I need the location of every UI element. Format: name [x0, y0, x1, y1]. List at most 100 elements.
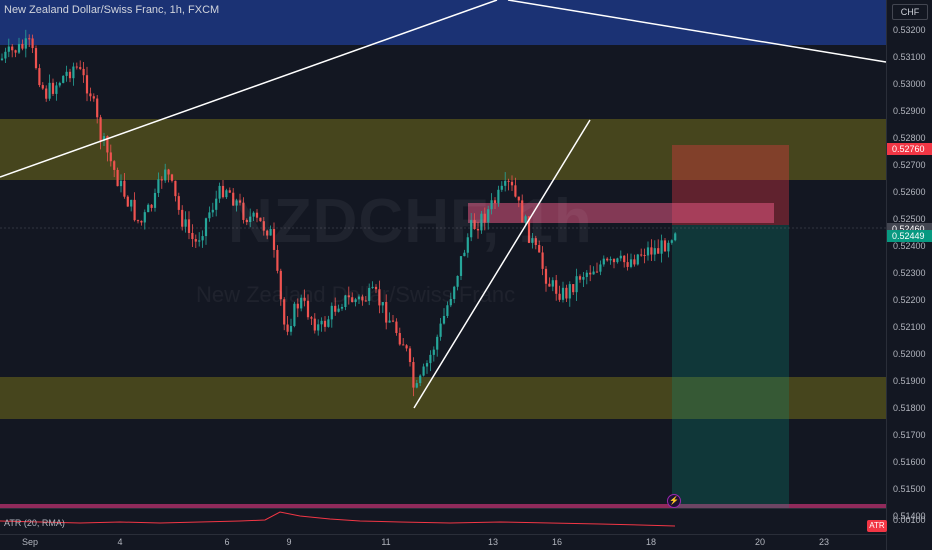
candle-body — [133, 199, 136, 221]
candle-body — [17, 43, 21, 53]
chart-area[interactable]: New Zealand Dollar/Swiss Franc, 1h, FXCM… — [0, 0, 886, 508]
candle-body — [368, 287, 371, 301]
candle-body — [561, 287, 565, 300]
candle-body — [531, 238, 534, 243]
lightning-icon[interactable]: ⚡ — [667, 494, 681, 508]
candle-body — [191, 232, 194, 240]
currency-selector[interactable]: CHF — [892, 4, 928, 20]
candle-body — [432, 349, 435, 355]
candle-body — [534, 238, 537, 246]
candle-body — [150, 204, 153, 208]
candle-body — [374, 286, 378, 290]
price-tick: 0.52600 — [893, 187, 926, 197]
candle-body — [116, 169, 119, 187]
candle-body — [320, 320, 323, 325]
price-tick: 0.51400 — [893, 511, 926, 521]
candle-body — [296, 303, 299, 309]
candle-body — [504, 180, 507, 186]
candle-body — [510, 181, 514, 186]
candle-body — [181, 209, 184, 227]
candle-body — [147, 204, 150, 213]
candle-body — [218, 185, 221, 199]
entry-zone — [468, 203, 774, 223]
candle-body — [385, 302, 388, 323]
candle-body — [629, 259, 633, 267]
candle-body — [204, 218, 208, 237]
candle-body — [167, 169, 170, 175]
time-axis[interactable]: Sep 4 6 9 11 13 16 18 20 23 — [0, 534, 886, 550]
candle-body — [419, 375, 422, 384]
candle-body — [24, 38, 27, 49]
candle-body — [517, 196, 520, 201]
candle-body — [170, 174, 174, 181]
candle-body — [184, 219, 187, 227]
candle-body — [283, 299, 286, 325]
candle-body — [402, 344, 405, 346]
candle-body — [38, 68, 41, 86]
candle-body — [300, 297, 303, 309]
candle-body — [459, 256, 463, 276]
trendline-up — [0, 0, 498, 178]
candle-body — [344, 295, 347, 307]
time-tick: 13 — [487, 537, 499, 547]
take-profit-zone — [672, 225, 789, 508]
candle-body — [276, 249, 279, 271]
candle-body — [0, 58, 4, 60]
candle-body — [106, 136, 109, 153]
price-chart[interactable] — [0, 0, 886, 508]
price-axis[interactable]: CHF 0.53200 0.53100 0.53000 0.52900 0.52800 0… — [886, 0, 932, 550]
candle-body — [456, 275, 459, 287]
candle-body — [497, 189, 500, 204]
candle-body — [500, 185, 503, 190]
candle-body — [357, 296, 361, 300]
candle-body — [58, 82, 61, 86]
candle-body — [286, 324, 289, 332]
candle-body — [660, 240, 663, 254]
candle-body — [595, 271, 599, 273]
atr-label[interactable]: ATR (20, RMA) — [4, 518, 65, 528]
price-tick: 0.53000 — [893, 79, 926, 89]
candle-body — [575, 276, 578, 293]
candle-body — [422, 366, 425, 376]
time-tick: Sep — [21, 537, 39, 547]
watermark-name: New Zealand Dollar/Swiss Franc — [196, 282, 516, 307]
price-tick: 0.51600 — [893, 457, 926, 467]
candle-body — [225, 190, 228, 198]
candle-body — [633, 259, 636, 265]
symbol-title[interactable]: New Zealand Dollar/Swiss Franc, 1h, FXCM — [4, 4, 220, 16]
candle-body — [340, 306, 344, 309]
candle-body — [323, 320, 327, 327]
candle-body — [670, 240, 673, 243]
candle-body — [585, 272, 588, 277]
candle-body — [306, 300, 310, 318]
candle-body — [646, 247, 650, 256]
candle-body — [493, 200, 497, 204]
candle-body — [619, 255, 622, 259]
price-tick: 0.52200 — [893, 295, 926, 305]
candle-body — [364, 300, 367, 302]
candle-body — [160, 179, 163, 181]
candle-body — [453, 286, 456, 300]
candle-body — [599, 264, 602, 272]
candle-body — [7, 46, 10, 52]
candle-body — [643, 254, 646, 256]
atr-pane[interactable]: ATR (20, RMA) — [0, 508, 886, 534]
candle-body — [555, 280, 558, 294]
candle-body — [334, 305, 337, 312]
candle-body — [102, 136, 106, 141]
candle-body — [109, 152, 112, 162]
candle-body — [92, 96, 95, 99]
candle-body — [96, 98, 99, 118]
candle-body — [381, 302, 384, 306]
candle-body — [473, 220, 476, 230]
price-tick: 0.53100 — [893, 52, 926, 62]
candle-body — [41, 85, 44, 89]
price-tick: 0.51500 — [893, 484, 926, 494]
candle-body — [89, 93, 92, 97]
demand-zone — [0, 377, 886, 419]
candle-body — [606, 258, 609, 261]
price-tick: 0.51800 — [893, 403, 926, 413]
candle-body — [130, 199, 133, 207]
atr-badge: ATR — [867, 520, 887, 532]
candle-body — [85, 75, 89, 94]
